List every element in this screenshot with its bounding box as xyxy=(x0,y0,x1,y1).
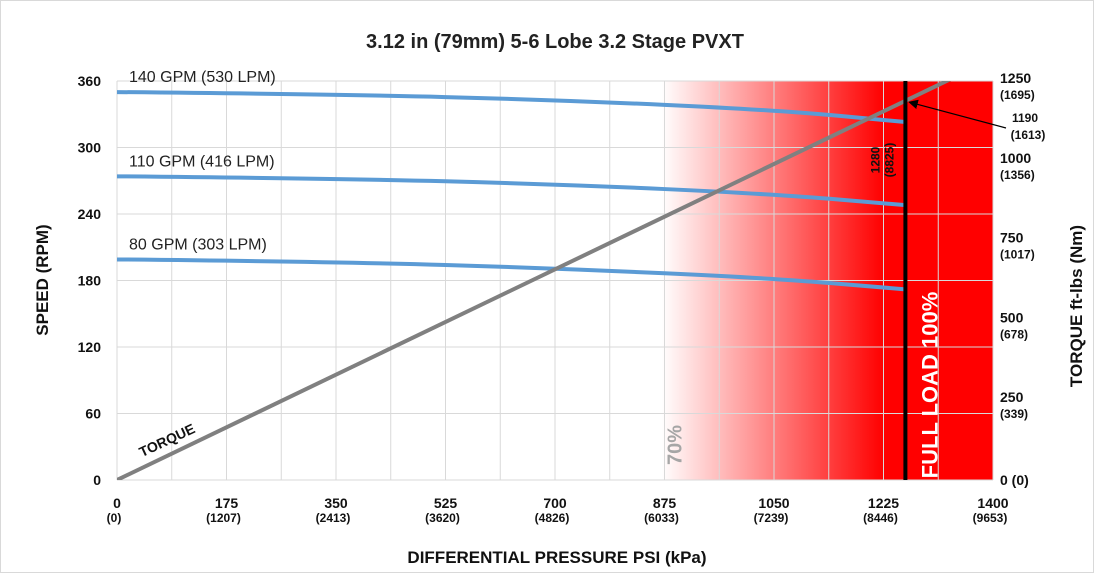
series-line xyxy=(116,257,906,292)
y2-tick-label: 0 (0) xyxy=(1000,472,1029,488)
series-line xyxy=(116,90,906,124)
x-tick-sublabel: (8446) xyxy=(863,511,898,525)
x-axis-title: DIFFERENTIAL PRESSURE PSI (kPa) xyxy=(407,548,706,567)
x-tick-label: 700 xyxy=(543,495,567,511)
y2-tick-sublabel: (678) xyxy=(1000,327,1028,341)
y-tick-label: 60 xyxy=(85,406,101,422)
y-tick-label: 240 xyxy=(78,206,102,222)
x-tick-label: 175 xyxy=(215,495,239,511)
y-axis-title: SPEED (RPM) xyxy=(33,224,52,335)
x-tick-sublabel: (1207) xyxy=(206,511,241,525)
x-tick-label: 525 xyxy=(434,495,458,511)
y2-tick-label: 1250 xyxy=(1000,70,1031,86)
x-tick-sublabel: (3620) xyxy=(425,511,460,525)
full-load-value: 1280 xyxy=(868,146,882,173)
torque-callout-arrow xyxy=(908,99,1007,129)
torque-callout-value: 1190 xyxy=(1012,111,1038,125)
x-tick-sublabel: (6033) xyxy=(644,511,679,525)
x-tick-label: 1050 xyxy=(758,495,789,511)
y-tick-label: 0 xyxy=(93,472,101,488)
x-tick-sublabel: (9653) xyxy=(973,511,1008,525)
y2-tick-sublabel: (1017) xyxy=(1000,248,1035,262)
tick-labels: 0601201802403003600(0)175(1207)350(2413)… xyxy=(78,70,1035,525)
y2-tick-sublabel: (1356) xyxy=(1000,168,1035,182)
y2-tick-label: 500 xyxy=(1000,309,1024,325)
full-load-label: FULL LOAD 100% xyxy=(917,292,942,479)
x-tick-sublabel: (7239) xyxy=(754,511,789,525)
x-tick-label: 350 xyxy=(324,495,348,511)
y2-tick-label: 250 xyxy=(1000,389,1024,405)
y2-tick-sublabel: (1695) xyxy=(1000,88,1035,102)
y2-tick-label: 1000 xyxy=(1000,150,1031,166)
series-line xyxy=(116,174,906,208)
x-tick-label: 875 xyxy=(653,495,677,511)
y2-axis-title: TORQUE ft-lbs (Nm) xyxy=(1067,225,1086,387)
chart-title: 3.12 in (79mm) 5-6 Lobe 3.2 Stage PVXT xyxy=(366,31,744,53)
x-tick-label: 1225 xyxy=(868,495,899,511)
pct70-label: 70% xyxy=(664,425,686,465)
overlay-layer: FULL LOAD 100% 1280 (8825) 70% 1190 (1613) xyxy=(664,81,1045,480)
y-tick-label: 120 xyxy=(78,339,102,355)
x-tick-sublabel: (4826) xyxy=(535,511,570,525)
torque-callout-sub: (1613) xyxy=(1011,128,1046,142)
y2-tick-sublabel: (339) xyxy=(1000,407,1028,421)
x-tick-label: 0 xyxy=(113,495,121,511)
series-label: 110 GPM (416 LPM) xyxy=(129,153,275,170)
series-label: 140 GPM (530 LPM) xyxy=(129,69,276,86)
y2-tick-label: 750 xyxy=(1000,230,1024,246)
series-line xyxy=(117,81,952,480)
grid-lines xyxy=(116,80,994,481)
series-label: 80 GPM (303 LPM) xyxy=(129,236,267,253)
y-tick-label: 360 xyxy=(78,73,102,89)
y-tick-label: 180 xyxy=(78,273,102,289)
x-tick-sublabel: (0) xyxy=(107,511,122,525)
series-layer: 140 GPM (530 LPM) 110 GPM (416 LPM) 80 GPM… xyxy=(116,69,952,480)
y-tick-label: 300 xyxy=(78,140,102,156)
x-tick-sublabel: (2413) xyxy=(316,511,351,525)
x-tick-label: 1400 xyxy=(977,495,1008,511)
full-load-value-sub: (8825) xyxy=(882,143,896,178)
